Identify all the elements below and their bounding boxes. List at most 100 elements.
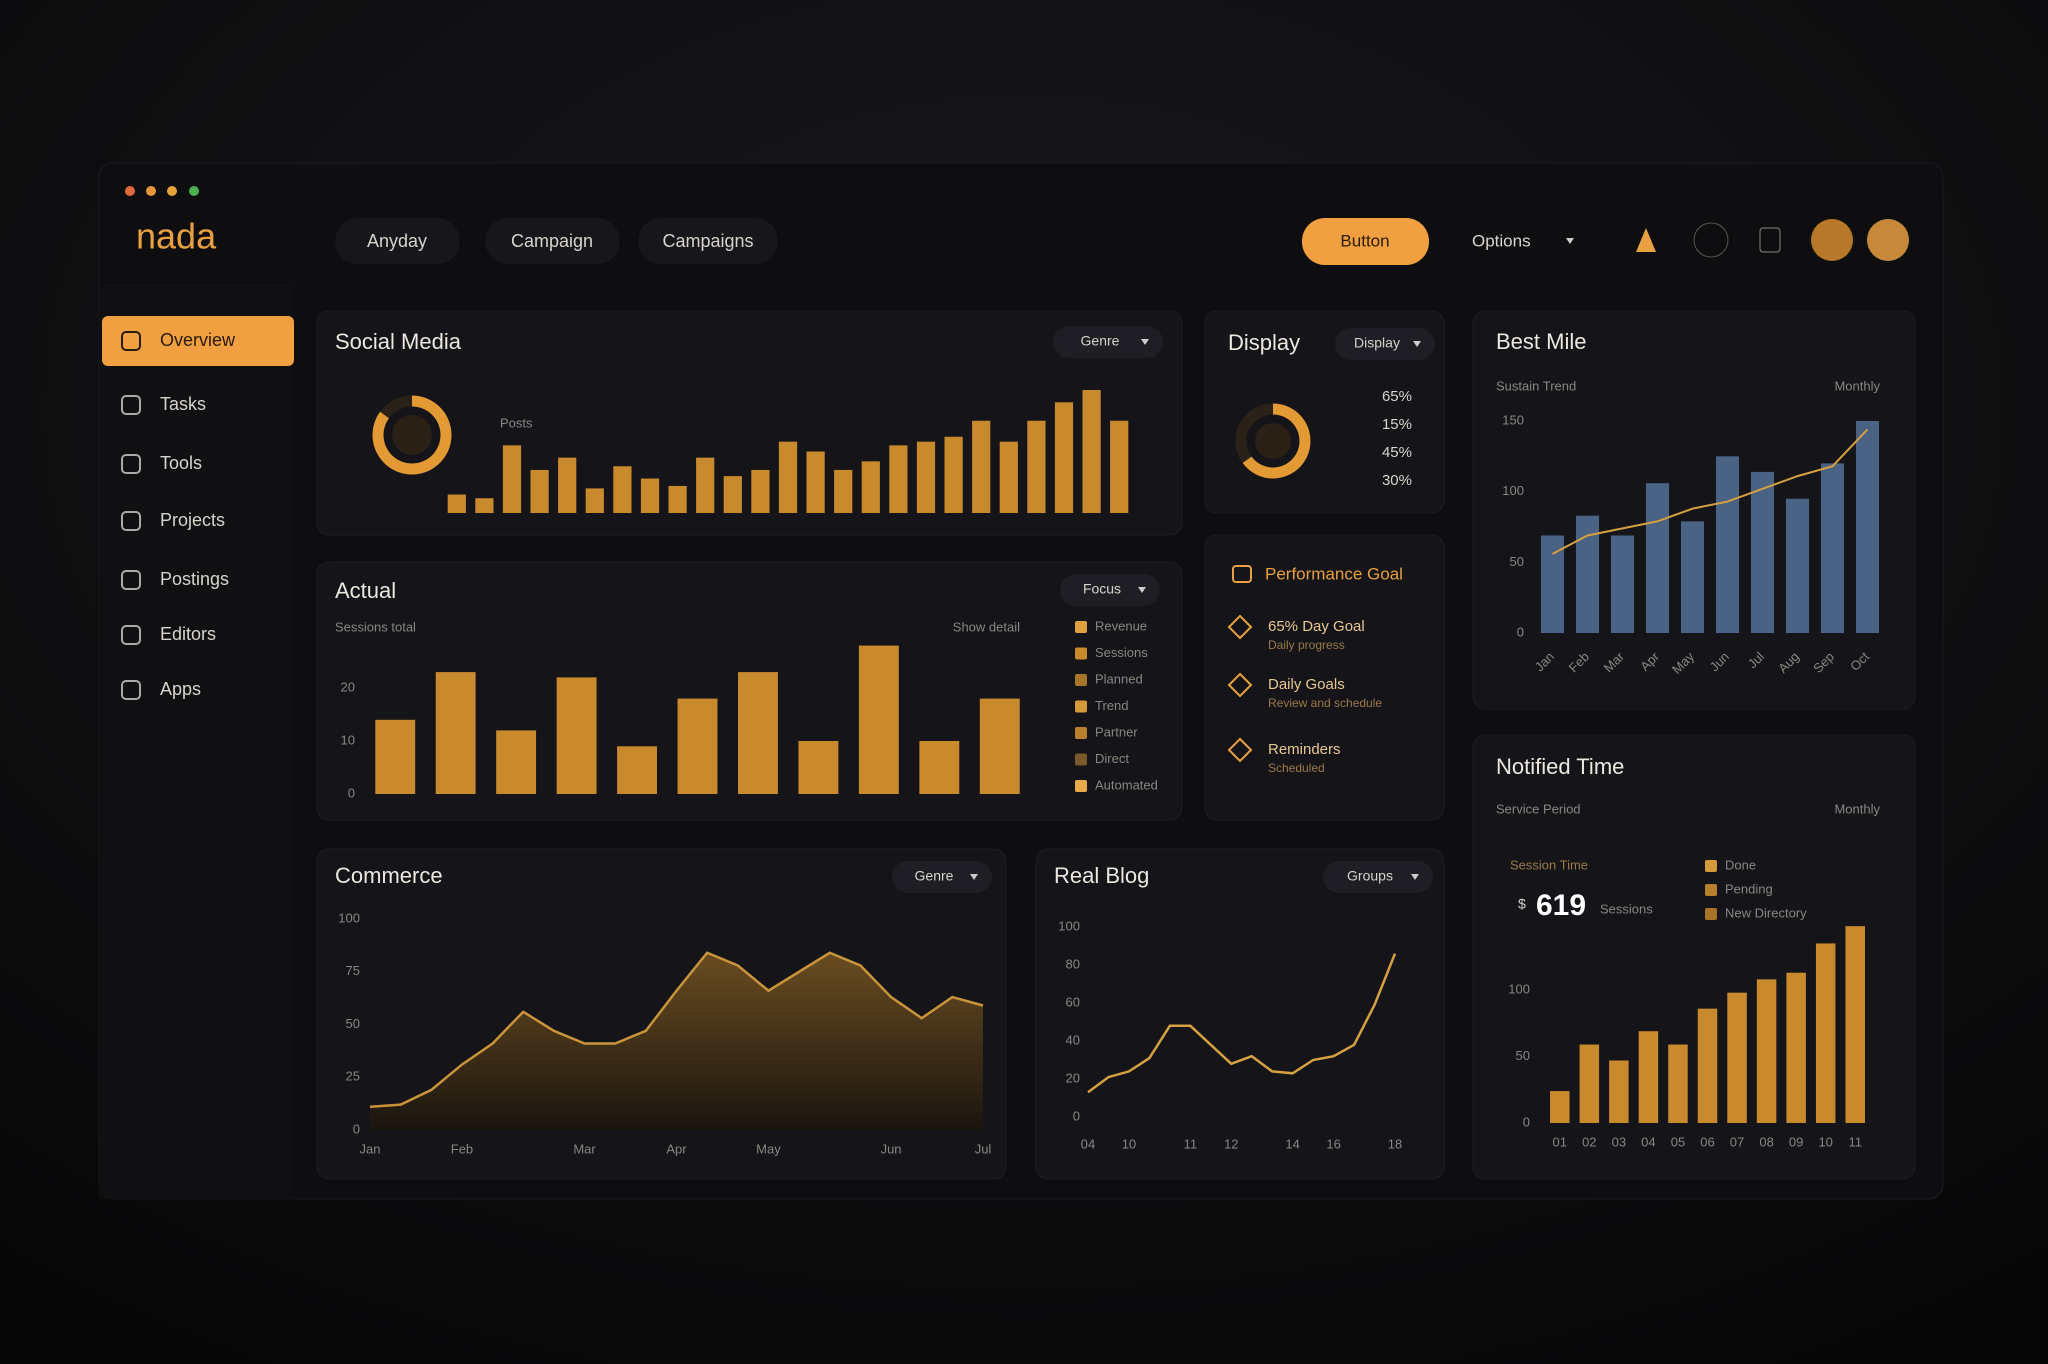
goal-title: Daily Goals [1268, 676, 1345, 693]
x-tick-label: 14 [1285, 1136, 1299, 1151]
y-tick-label: 150 [1502, 412, 1524, 427]
caret [1138, 587, 1146, 593]
bar [1110, 420, 1129, 513]
legend-label: Direct [1095, 751, 1129, 766]
ring-progress [372, 395, 452, 475]
bar [944, 436, 963, 513]
toolbar-icons[interactable] [1636, 219, 1909, 261]
y-tick-label: 0 [1073, 1108, 1080, 1123]
x-tick-label: 10 [1818, 1134, 1832, 1149]
goal-icon [1227, 672, 1253, 698]
nav-item[interactable]: Campaign [511, 231, 593, 251]
bar [858, 645, 899, 794]
dropdown-button[interactable] [1053, 326, 1163, 358]
bar [1727, 992, 1747, 1123]
panel-dropdown[interactable]: Monthly [1834, 378, 1880, 393]
y-tick-label: 100 [1058, 918, 1080, 933]
panel-title: Notified Time [1496, 754, 1624, 779]
y-tick-label: 0 [1523, 1114, 1530, 1129]
dropdown-label[interactable]: Groups [1347, 868, 1393, 884]
sidebar-item[interactable]: Projects [160, 510, 225, 530]
sidebar-item[interactable]: Overview [160, 330, 236, 350]
x-tick-label: May [756, 1141, 781, 1156]
sidebar-item[interactable]: Tasks [160, 394, 206, 414]
sidebar-icon [121, 454, 141, 474]
legend-swatch [1705, 908, 1717, 920]
nav-pill[interactable] [335, 218, 460, 264]
dropdown-button[interactable] [1335, 328, 1435, 360]
x-tick-label: 04 [1641, 1134, 1655, 1149]
caret [1413, 341, 1421, 347]
dropdown-label[interactable]: Display [1354, 335, 1400, 351]
x-tick-label: Mar [573, 1141, 596, 1156]
bar [1540, 535, 1565, 633]
bar [1550, 1091, 1570, 1123]
x-tick-label: 11 [1848, 1134, 1862, 1149]
y-tick-label: 75 [346, 963, 360, 978]
x-tick-label: 08 [1759, 1134, 1773, 1149]
sidebar-item[interactable]: Editors [160, 624, 216, 644]
x-tick-label: 02 [1582, 1134, 1596, 1149]
area [370, 952, 983, 1130]
x-tick-label: Jan [360, 1141, 381, 1156]
nav[interactable]: Anyday Campaign Campaigns [335, 218, 778, 264]
nav-pill[interactable] [485, 218, 620, 264]
panel-note: Show detail [953, 619, 1020, 634]
sidebar-item[interactable]: Apps [160, 679, 201, 699]
x-tick-label: 18 [1388, 1136, 1402, 1151]
panel-title: Commerce [335, 863, 443, 888]
line [1087, 953, 1397, 1094]
primary-button-label[interactable]: Button [1340, 231, 1389, 250]
goal-title: Reminders [1268, 741, 1341, 758]
x-tick-label: 04 [1081, 1136, 1095, 1151]
nav-item[interactable]: Anyday [367, 231, 427, 251]
panel-title: Actual [335, 578, 396, 603]
sidebar-item[interactable]: Postings [160, 569, 229, 589]
ring-center [1255, 423, 1291, 459]
bar [1575, 515, 1600, 633]
panel-subtitle: Sustain Trend [1496, 378, 1576, 393]
bar [889, 445, 908, 513]
bar [556, 677, 597, 794]
dropdown-button[interactable] [1060, 574, 1160, 606]
dropdown-button[interactable] [1323, 861, 1433, 893]
nav-item[interactable]: Campaigns [662, 231, 753, 251]
goal-subtitle: Scheduled [1268, 761, 1325, 775]
ring-center [392, 415, 432, 455]
bar [738, 672, 778, 794]
primary-button[interactable] [1302, 218, 1429, 265]
panel [1472, 310, 1916, 710]
bar [668, 485, 687, 513]
bar [558, 457, 577, 513]
legend-swatch [1075, 647, 1087, 660]
x-tick-label: 01 [1553, 1134, 1567, 1149]
bar [1638, 1031, 1659, 1123]
legend-label: Pending [1725, 881, 1773, 896]
sidebar-item[interactable]: Tools [160, 453, 202, 473]
legend-swatch [1075, 674, 1087, 686]
dropdown-label[interactable]: Genre [915, 868, 954, 884]
bar [778, 441, 798, 513]
donut-label: 15% [1382, 416, 1412, 433]
bar [617, 746, 657, 794]
legend-label: Revenue [1095, 618, 1147, 633]
stat-unit: Sessions [1600, 901, 1653, 916]
y-tick-label: 20 [1066, 1070, 1080, 1085]
bar [1786, 972, 1806, 1123]
x-tick-label: 07 [1730, 1134, 1744, 1149]
dropdown-label[interactable]: Focus [1083, 581, 1121, 597]
dropdown-button[interactable] [892, 861, 992, 893]
options-dropdown[interactable]: Options [1472, 231, 1531, 250]
bar [1815, 943, 1836, 1123]
y-tick-label: 0 [348, 785, 355, 800]
panel-dropdown[interactable]: Monthly [1834, 801, 1880, 816]
goals-icon [1232, 565, 1252, 583]
sidebar-active[interactable] [102, 316, 294, 366]
x-tick-label: 05 [1671, 1134, 1685, 1149]
dropdown-label[interactable]: Genre [1081, 333, 1120, 349]
y-tick-label: 100 [1508, 981, 1530, 996]
y-tick-label: 50 [1510, 554, 1524, 569]
bar [834, 469, 853, 513]
nav-pill[interactable] [638, 218, 778, 264]
bar [1680, 521, 1705, 633]
